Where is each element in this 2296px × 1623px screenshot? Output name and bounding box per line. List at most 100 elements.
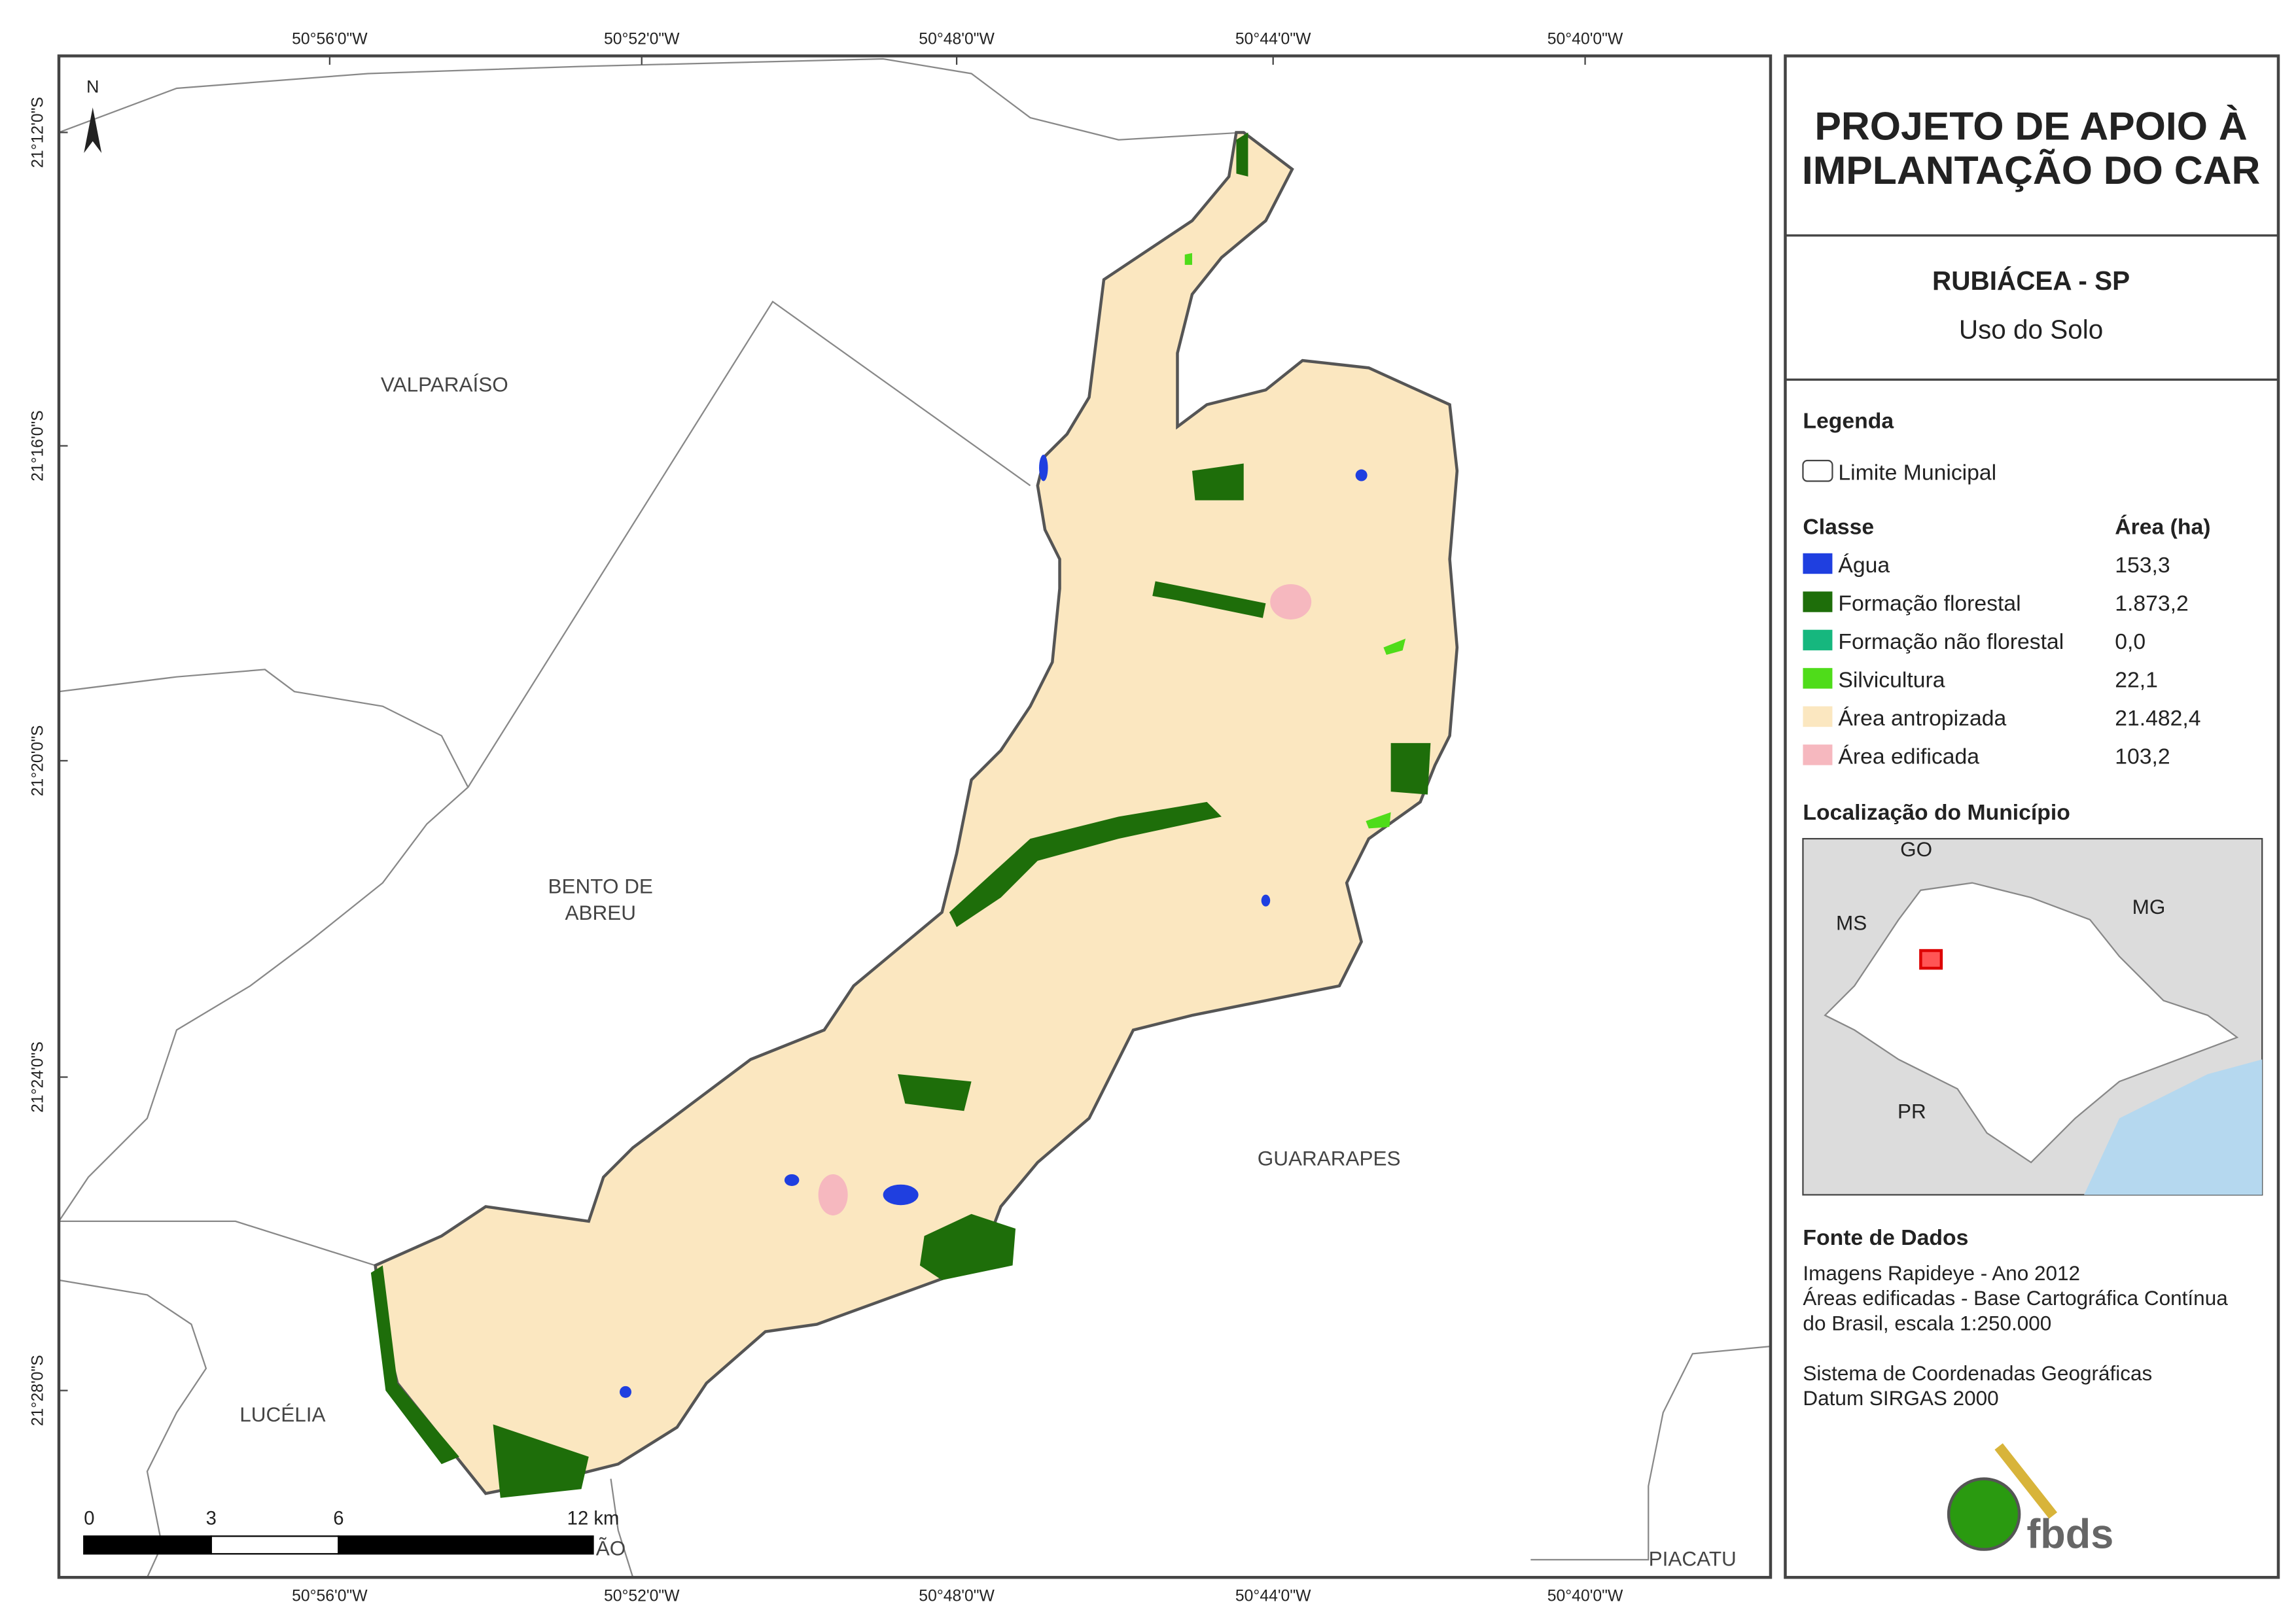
water xyxy=(1261,894,1271,907)
inset-label: MG xyxy=(2132,895,2166,918)
logo: fbds xyxy=(1947,1443,2113,1557)
scale-label: 0 xyxy=(84,1508,94,1529)
scale-label: 12 km xyxy=(567,1508,620,1529)
forest xyxy=(949,801,1222,928)
lon-label: 50°48'0"W xyxy=(919,30,995,48)
inset-label: PR xyxy=(1898,1099,1926,1123)
place-label: ABREU xyxy=(565,901,636,924)
forest xyxy=(1192,463,1244,500)
lon-label: 50°44'0"W xyxy=(1235,1587,1311,1605)
source-line: Sistema de Coordenadas Geográficas xyxy=(1803,1361,2152,1385)
legend-swatch xyxy=(1803,668,1833,689)
lon-label: 50°52'0"W xyxy=(604,30,680,48)
water xyxy=(619,1386,631,1398)
forest xyxy=(1390,742,1431,795)
built-area xyxy=(818,1174,848,1215)
water xyxy=(883,1184,919,1206)
map-area: N 50°56'0"W 50°56'0"W 50°52'0"W 50°52'0"W 50… xyxy=(29,30,1773,1605)
place-label: VALPARAÍSO xyxy=(381,372,508,396)
legend-rows: Água 153,3 Formação florestal 1.873,2 Formaç… xyxy=(1803,553,2201,769)
forest xyxy=(1152,581,1266,618)
scale-segment xyxy=(210,1535,340,1555)
class-header: Classe xyxy=(1803,515,1874,540)
lon-label: 50°44'0"W xyxy=(1235,30,1311,48)
lat-label: 21°16'0"S xyxy=(29,410,46,481)
forest xyxy=(493,1424,589,1498)
land-use-patches xyxy=(370,132,1431,1498)
water xyxy=(1039,455,1048,481)
place-label: PIACATU xyxy=(1649,1546,1737,1570)
lon-label: 50°40'0"W xyxy=(1547,30,1623,48)
lon-label: 50°56'0"W xyxy=(292,30,368,48)
subtitle: RUBIÁCEA - SP xyxy=(1932,266,2130,296)
title-line: IMPLANTAÇÃO DO CAR xyxy=(1802,148,2260,192)
lon-label: 50°48'0"W xyxy=(919,1587,995,1605)
scale-segment xyxy=(338,1535,594,1555)
boundary-label: Limite Municipal xyxy=(1838,460,1996,485)
legend-label: Área edificada xyxy=(1838,744,1979,769)
lat-label: 21°12'0"S xyxy=(29,97,46,168)
boundary-swatch xyxy=(1802,459,1833,482)
forest xyxy=(1236,132,1248,177)
place-label: BENTO DE xyxy=(548,874,653,898)
legend-swatch xyxy=(1803,706,1833,727)
legend-swatch xyxy=(1803,744,1833,765)
legend-area: 22,1 xyxy=(2115,667,2158,692)
built-area xyxy=(1270,584,1312,620)
silviculture xyxy=(1366,812,1391,829)
scale-label: 6 xyxy=(333,1508,344,1529)
scale-segment xyxy=(83,1535,212,1555)
silviculture xyxy=(1383,638,1406,655)
inset-label: GO xyxy=(1900,837,1932,861)
legend-label: Formação florestal xyxy=(1838,591,2021,616)
theme: Uso do Solo xyxy=(1959,314,2103,344)
map-frame xyxy=(57,54,1773,1579)
municipality-locator xyxy=(1919,949,1943,970)
location-title: Localização do Município xyxy=(1803,800,2070,825)
water xyxy=(1355,469,1368,481)
municipality xyxy=(374,131,1459,1495)
north-label: N xyxy=(86,77,99,97)
lat-label: 21°28'0"S xyxy=(29,1355,46,1426)
scale-label: 3 xyxy=(206,1508,217,1529)
area-header: Área (ha) xyxy=(2115,515,2210,540)
logo-bar xyxy=(1994,1443,2058,1519)
north-arrow xyxy=(84,107,102,153)
sources-title: Fonte de Dados xyxy=(1803,1225,1968,1250)
legend-area: 1.873,2 xyxy=(2115,591,2189,616)
legend-area: 103,2 xyxy=(2115,744,2170,769)
inset-label: MS xyxy=(1836,911,1867,935)
place-label: LUCÉLIA xyxy=(239,1403,325,1426)
legend-swatch xyxy=(1803,629,1833,651)
legend-title: Legenda xyxy=(1803,409,1894,434)
source-line: Áreas edificadas - Base Cartográfica Con… xyxy=(1803,1286,2228,1310)
lon-label: 50°52'0"W xyxy=(604,1587,680,1605)
legend-label: Área antropizada xyxy=(1838,706,2006,731)
municipal-boundaries xyxy=(58,58,1771,1578)
lat-label: 21°20'0"S xyxy=(29,725,46,797)
silviculture xyxy=(1184,253,1192,265)
inset-map: GO MS MG PR xyxy=(1802,837,2263,1196)
lon-label: 50°40'0"W xyxy=(1547,1587,1623,1605)
panel-frame xyxy=(1784,54,2280,1579)
legend-label: Formação não florestal xyxy=(1838,629,2064,654)
forest xyxy=(370,1265,459,1465)
legend-swatch xyxy=(1803,591,1833,612)
forest xyxy=(919,1213,1016,1280)
legend-area: 153,3 xyxy=(2115,553,2170,578)
water xyxy=(784,1174,800,1186)
place-label: GUARARAPES xyxy=(1258,1146,1401,1170)
legend-area: 0,0 xyxy=(2115,629,2146,654)
side-panel: PROJETO DE APOIO À IMPLANTAÇÃO DO CAR RU… xyxy=(1784,54,2280,1579)
source-line: Datum SIRGAS 2000 xyxy=(1803,1386,1998,1410)
lat-label: 21°24'0"S xyxy=(29,1041,46,1113)
place-label: ÃO xyxy=(596,1537,626,1560)
title-line: PROJETO DE APOIO À xyxy=(1814,104,2247,148)
forest xyxy=(898,1074,972,1111)
legend-label: Silvicultura xyxy=(1838,667,1945,692)
legend-swatch xyxy=(1803,553,1833,574)
legend-area: 21.482,4 xyxy=(2115,706,2200,731)
legend-label: Água xyxy=(1838,553,1890,578)
